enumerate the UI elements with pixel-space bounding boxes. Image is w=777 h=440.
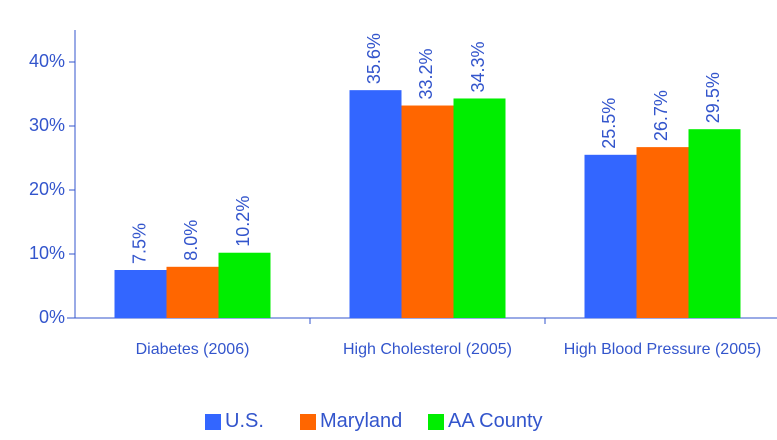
legend-label: U.S.: [225, 410, 264, 432]
legend-item: U.S.: [205, 410, 264, 433]
value-label: 25.5%: [599, 98, 619, 149]
legend-label: Maryland: [320, 410, 403, 432]
y-tick-label: 40%: [29, 51, 65, 71]
bar: [453, 98, 506, 318]
value-label: 10.2%: [233, 196, 253, 247]
value-label: 35.6%: [364, 33, 384, 84]
bar: [636, 147, 689, 318]
legend-swatch: [300, 413, 316, 430]
y-tick-label: 10%: [29, 243, 65, 263]
x-tick-label: High Blood Pressure (2005): [563, 341, 762, 358]
bar: [688, 129, 741, 318]
value-label: 33.2%: [416, 48, 436, 99]
value-label: 34.3%: [468, 41, 488, 92]
value-label: 7.5%: [129, 223, 149, 264]
bar: [584, 154, 637, 318]
bar: [401, 105, 454, 319]
legend-label: AA County: [448, 410, 543, 432]
value-label: 26.7%: [651, 90, 671, 141]
x-tick-label: High Cholesterol (2005): [343, 341, 512, 358]
bar: [218, 252, 271, 318]
y-tick-label: 30%: [29, 115, 65, 135]
value-label: 8.0%: [181, 220, 201, 261]
y-tick-label: 20%: [29, 179, 65, 199]
value-label: 29.5%: [703, 72, 723, 123]
bar: [166, 266, 219, 318]
legend-swatch: [428, 413, 444, 430]
legend-item: AA County: [428, 410, 543, 433]
legend-item: Maryland: [300, 410, 402, 433]
legend-swatch: [205, 413, 221, 430]
y-tick-label: 0%: [39, 307, 65, 327]
bar: [114, 270, 167, 318]
bar: [349, 90, 402, 318]
x-tick-label: Diabetes (2006): [135, 341, 250, 358]
